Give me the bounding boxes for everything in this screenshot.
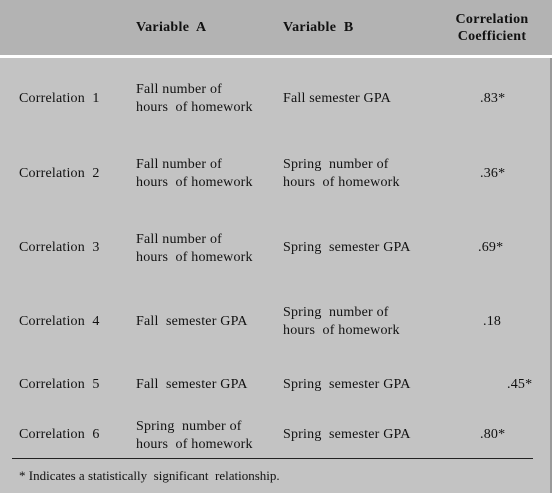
row-coefficient: .36* xyxy=(480,166,506,181)
row-variable-b: Fall semester GPA xyxy=(283,91,391,106)
row-coefficient: .80* xyxy=(480,427,506,442)
row-label: Correlation 6 xyxy=(19,427,100,442)
row-label: Correlation 3 xyxy=(19,240,100,255)
row-variable-a: Fall semester GPA xyxy=(136,377,248,392)
table-header: Variable A Variable B Correlation Coeffi… xyxy=(0,0,552,55)
footnote: * Indicates a statistically significant … xyxy=(19,468,280,483)
row-variable-b: Spring number of hours of homework xyxy=(283,157,400,190)
row-variable-a: Spring number of hours of homework xyxy=(136,419,253,452)
row-variable-a: Fall number of hours of homework xyxy=(136,82,253,115)
row-coefficient: .83* xyxy=(480,91,506,106)
row-coefficient: .45* xyxy=(507,377,533,392)
row-variable-b: Spring semester GPA xyxy=(283,240,411,255)
footer-divider xyxy=(12,458,533,459)
row-variable-a: Fall semester GPA xyxy=(136,314,248,329)
row-variable-b: Spring semester GPA xyxy=(283,377,411,392)
row-coefficient: .69* xyxy=(478,240,504,255)
header-variable-b: Variable B xyxy=(283,20,354,35)
row-variable-b: Spring semester GPA xyxy=(283,427,411,442)
row-variable-a: Fall number of hours of homework xyxy=(136,157,253,190)
row-variable-a: Fall number of hours of homework xyxy=(136,232,253,265)
row-label: Correlation 5 xyxy=(19,377,100,392)
header-divider xyxy=(0,55,552,58)
row-label: Correlation 2 xyxy=(19,166,100,181)
header-variable-a: Variable A xyxy=(136,20,207,35)
row-variable-b: Spring number of hours of homework xyxy=(283,305,400,338)
row-coefficient: .18 xyxy=(483,314,502,329)
header-correlation-coefficient: Correlation Coefficient xyxy=(455,12,529,44)
row-label: Correlation 1 xyxy=(19,91,100,106)
row-label: Correlation 4 xyxy=(19,314,100,329)
